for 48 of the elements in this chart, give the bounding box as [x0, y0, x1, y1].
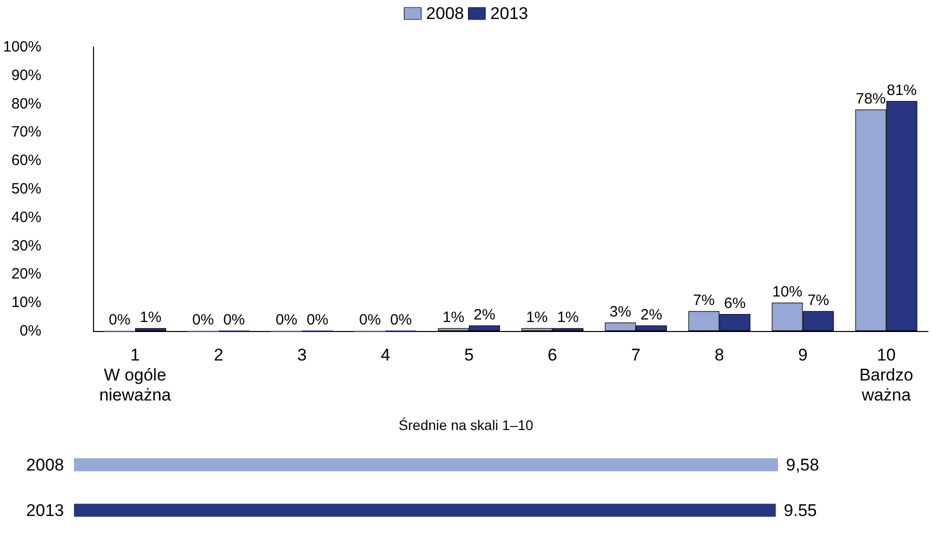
data-label: 2% — [474, 306, 496, 324]
data-label: 0% — [223, 312, 245, 328]
data-label: 2% — [640, 306, 662, 324]
data-label: 1% — [442, 309, 464, 326]
data-label: 0% — [306, 312, 328, 328]
data-label: 9,58 — [786, 455, 820, 474]
y-tick-label: 100% — [2, 38, 42, 56]
data-label: 0% — [390, 312, 412, 328]
data-label: 0% — [192, 312, 214, 328]
data-label: 7% — [807, 292, 830, 310]
data-label: 78% — [856, 90, 886, 108]
y-tick-label: 60% — [11, 152, 42, 170]
x-tick-label: 7 — [631, 346, 641, 364]
y-tick-label: 50% — [11, 180, 42, 198]
y-tick-label: 20% — [11, 266, 42, 283]
data-label: 7% — [692, 292, 715, 310]
y-tick-label: 70% — [11, 124, 42, 141]
y-tick-label: 40% — [11, 208, 42, 226]
data-label: 81% — [886, 82, 917, 99]
x-tick-label: 9 — [798, 346, 808, 364]
y-tick-label: 0% — [20, 322, 42, 340]
x-tick-label: 2 — [214, 346, 224, 364]
x-tick-label: 8 — [714, 346, 724, 364]
data-label: 1% — [526, 309, 548, 326]
data-label: 0% — [359, 312, 381, 328]
x-tick-label: 1 W ogóle nieważna — [99, 346, 172, 404]
y-tick-label: 10% — [11, 294, 42, 312]
y-tick-label: 2013 — [26, 500, 64, 520]
x-tick-label: 4 — [380, 346, 390, 364]
data-label: 6% — [724, 294, 746, 312]
data-label: 1% — [557, 309, 579, 326]
legend-label: 2008 — [426, 4, 464, 23]
y-tick-label: 30% — [11, 237, 42, 254]
x-tick-label: 10 Bardzo ważna — [859, 346, 914, 404]
data-label: 3% — [610, 303, 632, 320]
data-label: 1% — [140, 309, 162, 326]
y-tick-label: 80% — [11, 95, 42, 112]
y-tick-label: 2008 — [26, 455, 64, 474]
y-tick-label: 90% — [11, 66, 42, 84]
x-tick-label: 3 — [297, 346, 307, 364]
data-label: 0% — [276, 312, 298, 328]
data-label: 0% — [108, 312, 130, 328]
chart-title: Średnie na skali 1–10 — [398, 417, 534, 433]
x-tick-label: 6 — [548, 346, 558, 364]
data-label: 10% — [772, 284, 802, 301]
data-label: 9.55 — [784, 500, 817, 520]
legend-label: 2013 — [490, 4, 528, 23]
x-tick-label: 5 — [464, 346, 474, 364]
